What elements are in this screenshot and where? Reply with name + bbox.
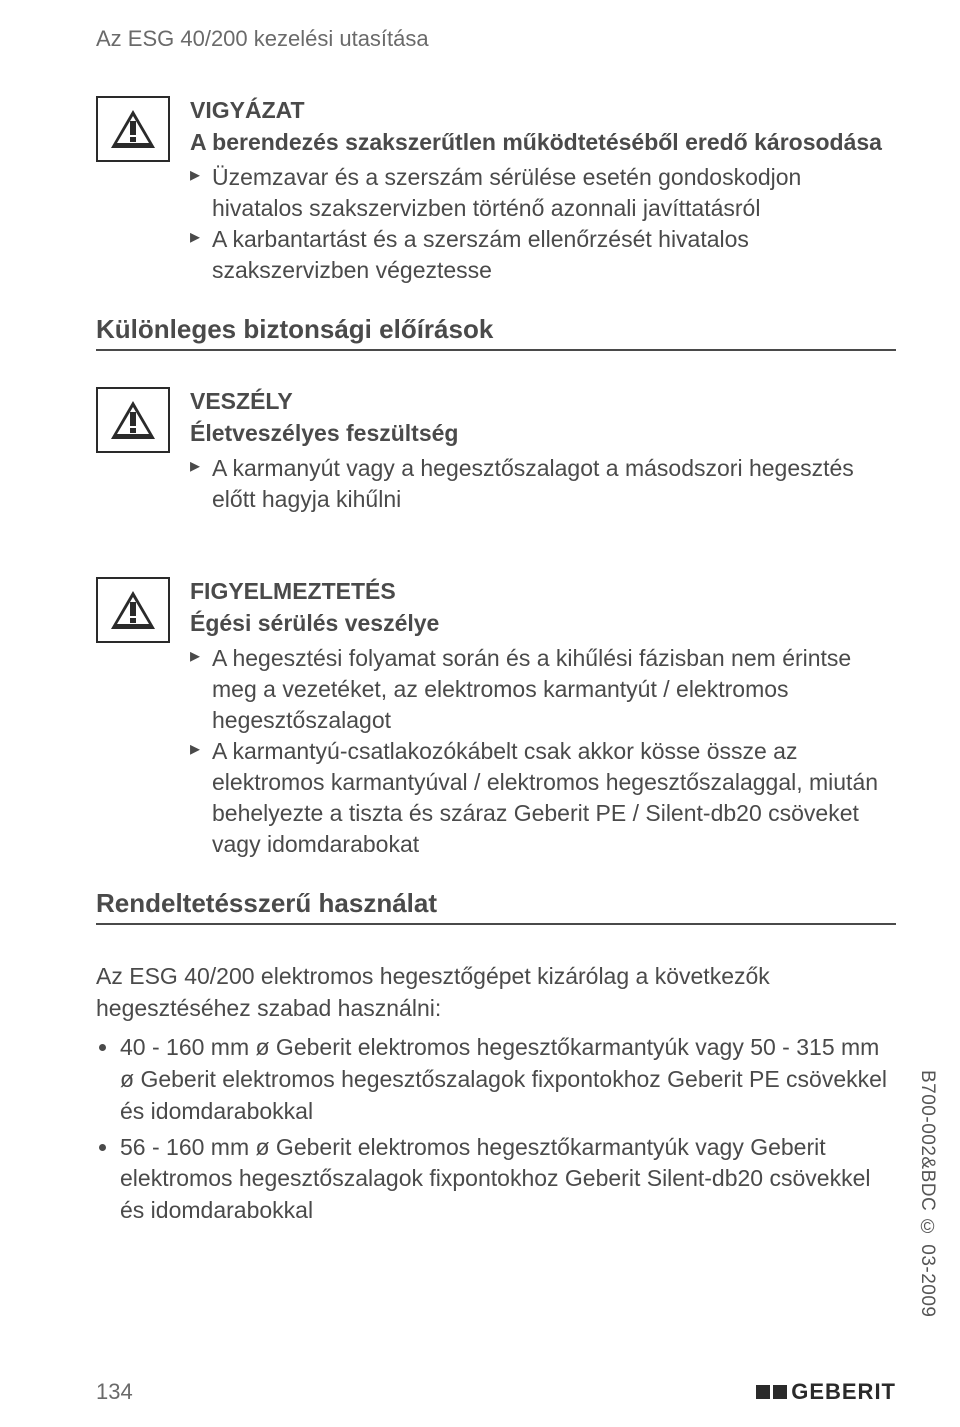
warning-body: VESZÉLY Életveszélyes feszültség A karma… bbox=[190, 387, 896, 515]
warning-title: FIGYELMEZTETÉS bbox=[190, 577, 896, 607]
warning-title: VIGYÁZAT bbox=[190, 96, 896, 126]
page-footer: 134 GEBERIT bbox=[96, 1379, 896, 1405]
warning-item: A karbantartást és a szerszám ellenőrzés… bbox=[190, 224, 896, 286]
warning-title: VESZÉLY bbox=[190, 387, 896, 417]
section-rule bbox=[96, 923, 896, 925]
warning-item: A karmanyút vagy a hegesztőszalagot a má… bbox=[190, 453, 896, 515]
side-code-vertical: B700-002&BDC © 03-2009 bbox=[916, 1070, 938, 1317]
warning-item: A karmantyú-csatlakozókábelt csak akkor … bbox=[190, 736, 896, 860]
section-heading: Rendeltetésszerű használat bbox=[96, 888, 896, 919]
warning-subtitle: Életveszélyes feszültség bbox=[190, 419, 896, 449]
section-rule bbox=[96, 349, 896, 351]
warning-body: VIGYÁZAT A berendezés szakszerűtlen műkö… bbox=[190, 96, 896, 286]
list-item: 56 - 160 mm ø Geberit elektromos hegeszt… bbox=[120, 1132, 896, 1227]
warning-box-warning: FIGYELMEZTETÉS Égési sérülés veszélye A … bbox=[96, 577, 896, 860]
warning-body: FIGYELMEZTETÉS Égési sérülés veszélye A … bbox=[190, 577, 896, 860]
document-page: Az ESG 40/200 kezelési utasítása VIGYÁZA… bbox=[0, 0, 960, 1427]
warning-item: A hegesztési folyamat során és a kihűlés… bbox=[190, 643, 896, 736]
brand-logo: GEBERIT bbox=[756, 1379, 896, 1405]
bullet-list: 40 - 160 mm ø Geberit elektromos hegeszt… bbox=[120, 1032, 896, 1226]
warning-triangle-icon bbox=[96, 387, 170, 453]
list-item: 40 - 160 mm ø Geberit elektromos hegeszt… bbox=[120, 1032, 896, 1127]
warning-subtitle: Égési sérülés veszélye bbox=[190, 609, 896, 639]
brand-squares-icon bbox=[756, 1385, 787, 1399]
intro-paragraph: Az ESG 40/200 elektromos hegesztőgépet k… bbox=[96, 961, 896, 1024]
page-header: Az ESG 40/200 kezelési utasítása bbox=[96, 26, 896, 52]
warning-triangle-icon bbox=[96, 96, 170, 162]
warning-triangle-icon bbox=[96, 577, 170, 643]
brand-text: GEBERIT bbox=[791, 1379, 896, 1405]
warning-subtitle: A berendezés szakszerűtlen működtetésébő… bbox=[190, 128, 896, 158]
page-number: 134 bbox=[96, 1379, 133, 1405]
warning-item: Üzemzavar és a szerszám sérülése esetén … bbox=[190, 162, 896, 224]
section-heading: Különleges biztonsági előírások bbox=[96, 314, 896, 345]
warning-box-danger: VESZÉLY Életveszélyes feszültség A karma… bbox=[96, 387, 896, 515]
warning-box-caution: VIGYÁZAT A berendezés szakszerűtlen műkö… bbox=[96, 96, 896, 286]
